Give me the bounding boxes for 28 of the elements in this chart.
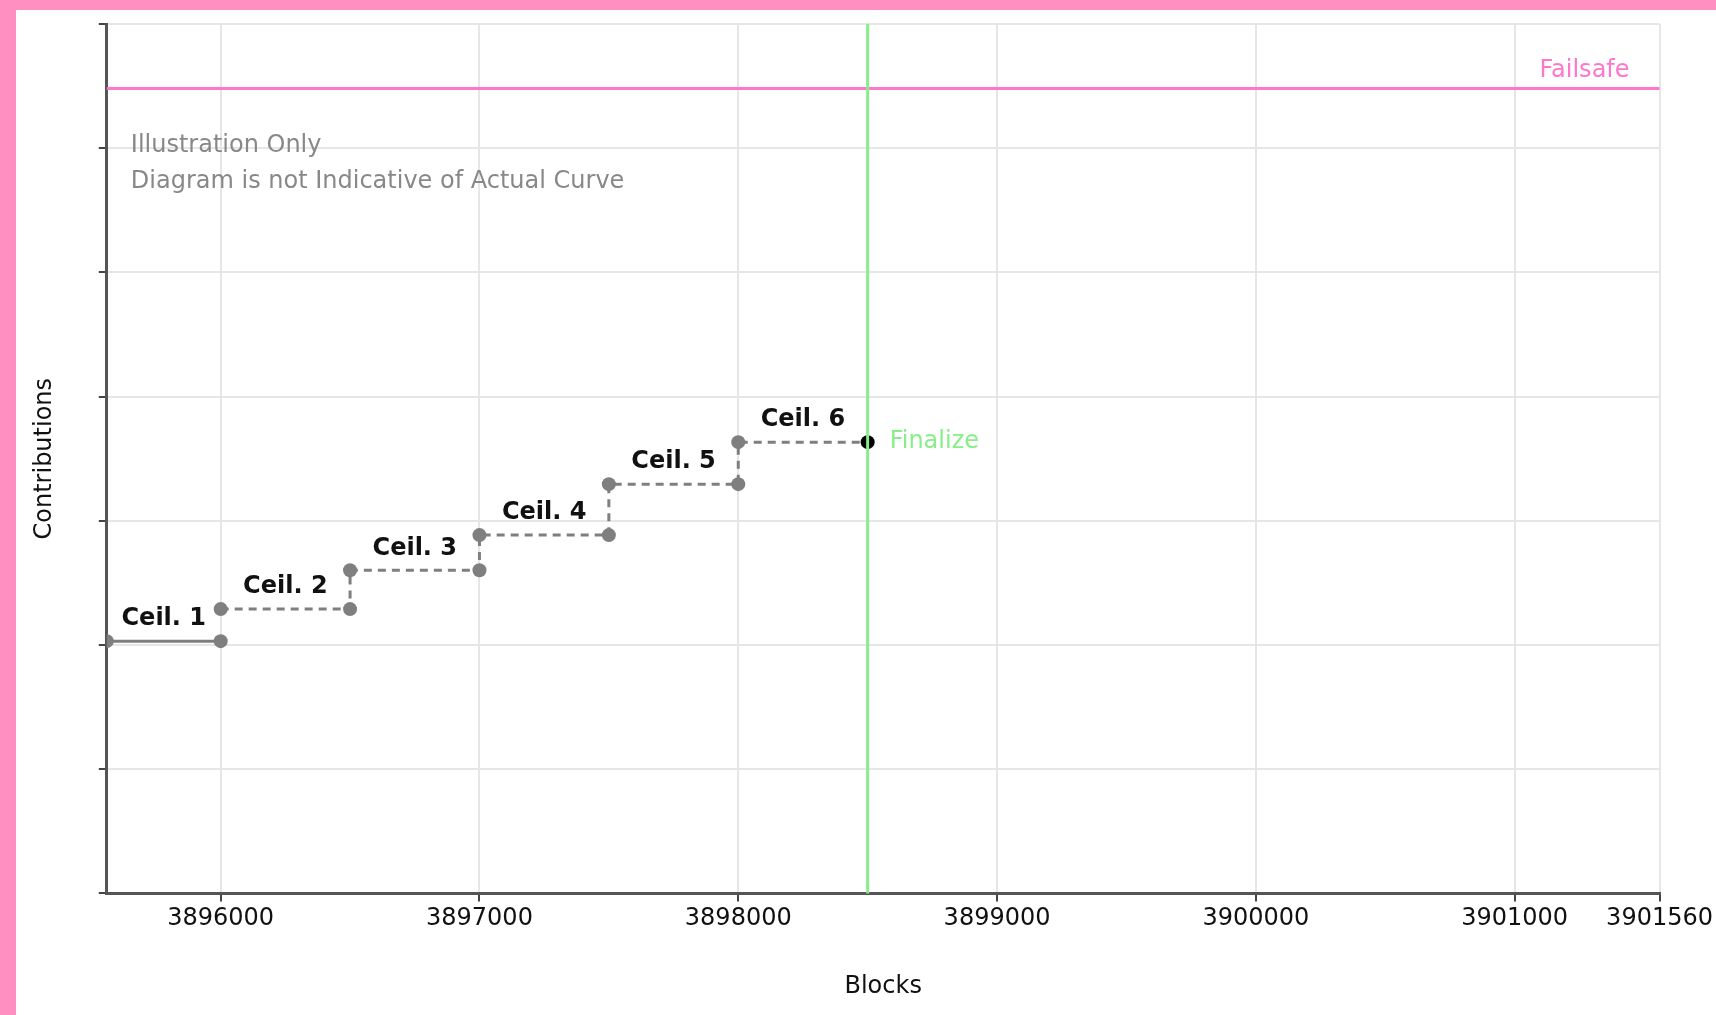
- point: [472, 563, 487, 578]
- point: [601, 477, 616, 492]
- point: [601, 528, 616, 543]
- annotation: Ceil. 2: [243, 571, 328, 600]
- point: [472, 528, 487, 543]
- x-tick-label: 3901000: [1461, 903, 1569, 932]
- ref-line-label: Finalize: [889, 426, 979, 455]
- point: [343, 563, 358, 578]
- annotation: Ceil. 6: [760, 404, 846, 433]
- point: [731, 477, 746, 492]
- x-tick-label: 3899000: [943, 903, 1051, 932]
- ref-line-label: Failsafe: [1539, 54, 1630, 83]
- point: [731, 435, 746, 450]
- annotation: Ceil. 3: [372, 532, 458, 561]
- x-tick-label: 3896000: [167, 903, 275, 932]
- y-axis-title: Contributions: [28, 377, 57, 540]
- x-axis-title: Blocks: [844, 970, 922, 999]
- annotation: Ceil. 5: [631, 446, 716, 475]
- text: Illustration Only: [130, 130, 322, 159]
- point: [213, 602, 228, 617]
- text: Diagram is not Indicative of Actual Curve: [130, 166, 625, 195]
- x-tick-label: 3897000: [426, 903, 533, 932]
- x-tick-label: 3900000: [1202, 903, 1310, 932]
- annotation: Ceil. 1: [121, 603, 206, 632]
- annotation: Ceil. 4: [501, 497, 587, 526]
- x-tick-label: 3898000: [684, 903, 792, 932]
- point: [343, 602, 358, 617]
- x-tick-label: 3901560: [1606, 903, 1713, 932]
